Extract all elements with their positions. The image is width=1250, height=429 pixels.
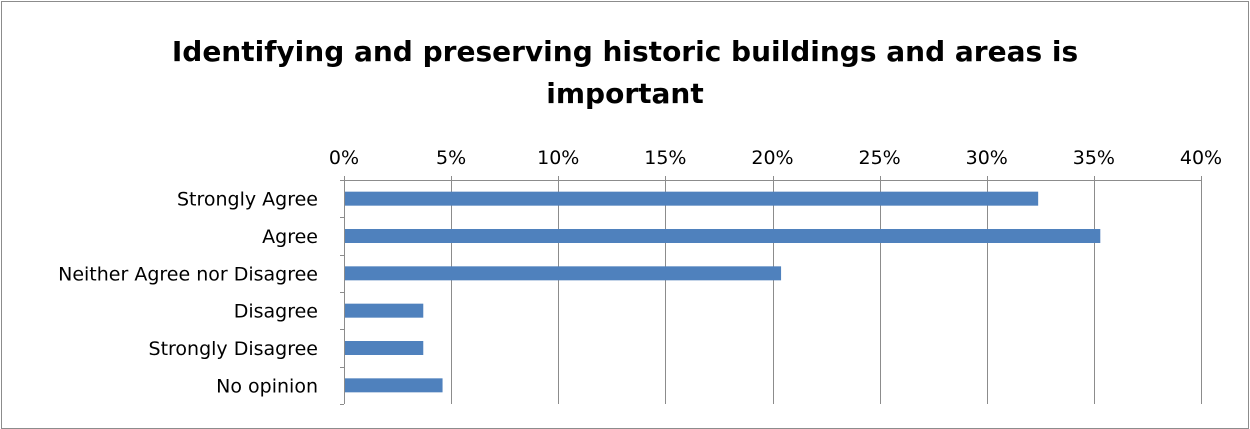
category-label: Neither Agree nor Disagree <box>58 263 318 285</box>
chart-title-line-1: Identifying and preserving historic buil… <box>171 35 1079 68</box>
x-tick-label: 25% <box>859 147 901 169</box>
x-tick-label: 35% <box>1073 147 1115 169</box>
bar <box>345 378 443 393</box>
category-label: Disagree <box>234 301 318 323</box>
x-tick-label: 15% <box>644 147 686 169</box>
chart-title-line-2: important <box>546 77 704 110</box>
x-tick-label: 40% <box>1180 147 1222 169</box>
x-tick-label: 10% <box>537 147 579 169</box>
bar <box>345 303 424 318</box>
x-tick-label: 0% <box>329 147 359 169</box>
x-tick-label: 30% <box>966 147 1008 169</box>
x-tick-label: 5% <box>436 147 466 169</box>
category-label: Strongly Agree <box>177 189 318 211</box>
category-label: Agree <box>262 226 318 248</box>
bar <box>345 191 1039 206</box>
category-label: No opinion <box>216 375 318 397</box>
bar <box>345 341 424 355</box>
bar <box>345 266 782 281</box>
x-tick-label: 20% <box>751 147 793 169</box>
chart-title: Identifying and preserving historic buil… <box>0 31 1250 115</box>
bar <box>345 229 1101 243</box>
category-label: Strongly Disagree <box>149 338 318 360</box>
